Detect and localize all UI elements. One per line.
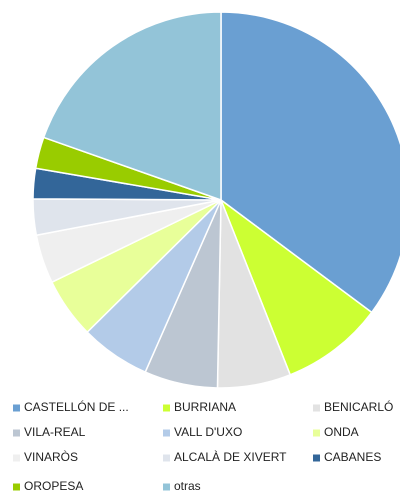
- pie-slice: [219, 197, 373, 376]
- legend-label: BURRIANA: [174, 400, 236, 414]
- legend-swatch: [13, 454, 20, 462]
- legend-swatch: [13, 483, 20, 491]
- legend-swatch: [313, 404, 320, 412]
- legend-swatch: [163, 429, 170, 437]
- legend-label: ALCALÀ DE XIVERT: [174, 449, 287, 464]
- pie-slice: [42, 11, 222, 202]
- legend-label: ONDA: [324, 425, 359, 439]
- legend-swatch: [163, 454, 170, 462]
- legend-label: VILA-REAL: [24, 425, 86, 439]
- legend-swatch: [313, 429, 320, 437]
- legend-label: VALL D'UXO: [174, 425, 242, 439]
- legend-label: OROPESA: [24, 479, 83, 493]
- legend-swatch: [13, 429, 20, 437]
- legend-label: CASTELLÓN DE ...: [24, 399, 129, 414]
- legend-label: VINARÒS: [24, 449, 78, 464]
- legend-label: CABANES: [324, 450, 381, 464]
- legend-label: otras: [174, 479, 201, 493]
- pie-slice: [220, 11, 400, 314]
- legend-swatch: [163, 404, 170, 412]
- legend-swatch: [313, 454, 320, 462]
- legend-label: BENICARLÓ: [324, 399, 393, 414]
- legend-swatch: [163, 483, 170, 491]
- legend-swatch: [13, 404, 20, 412]
